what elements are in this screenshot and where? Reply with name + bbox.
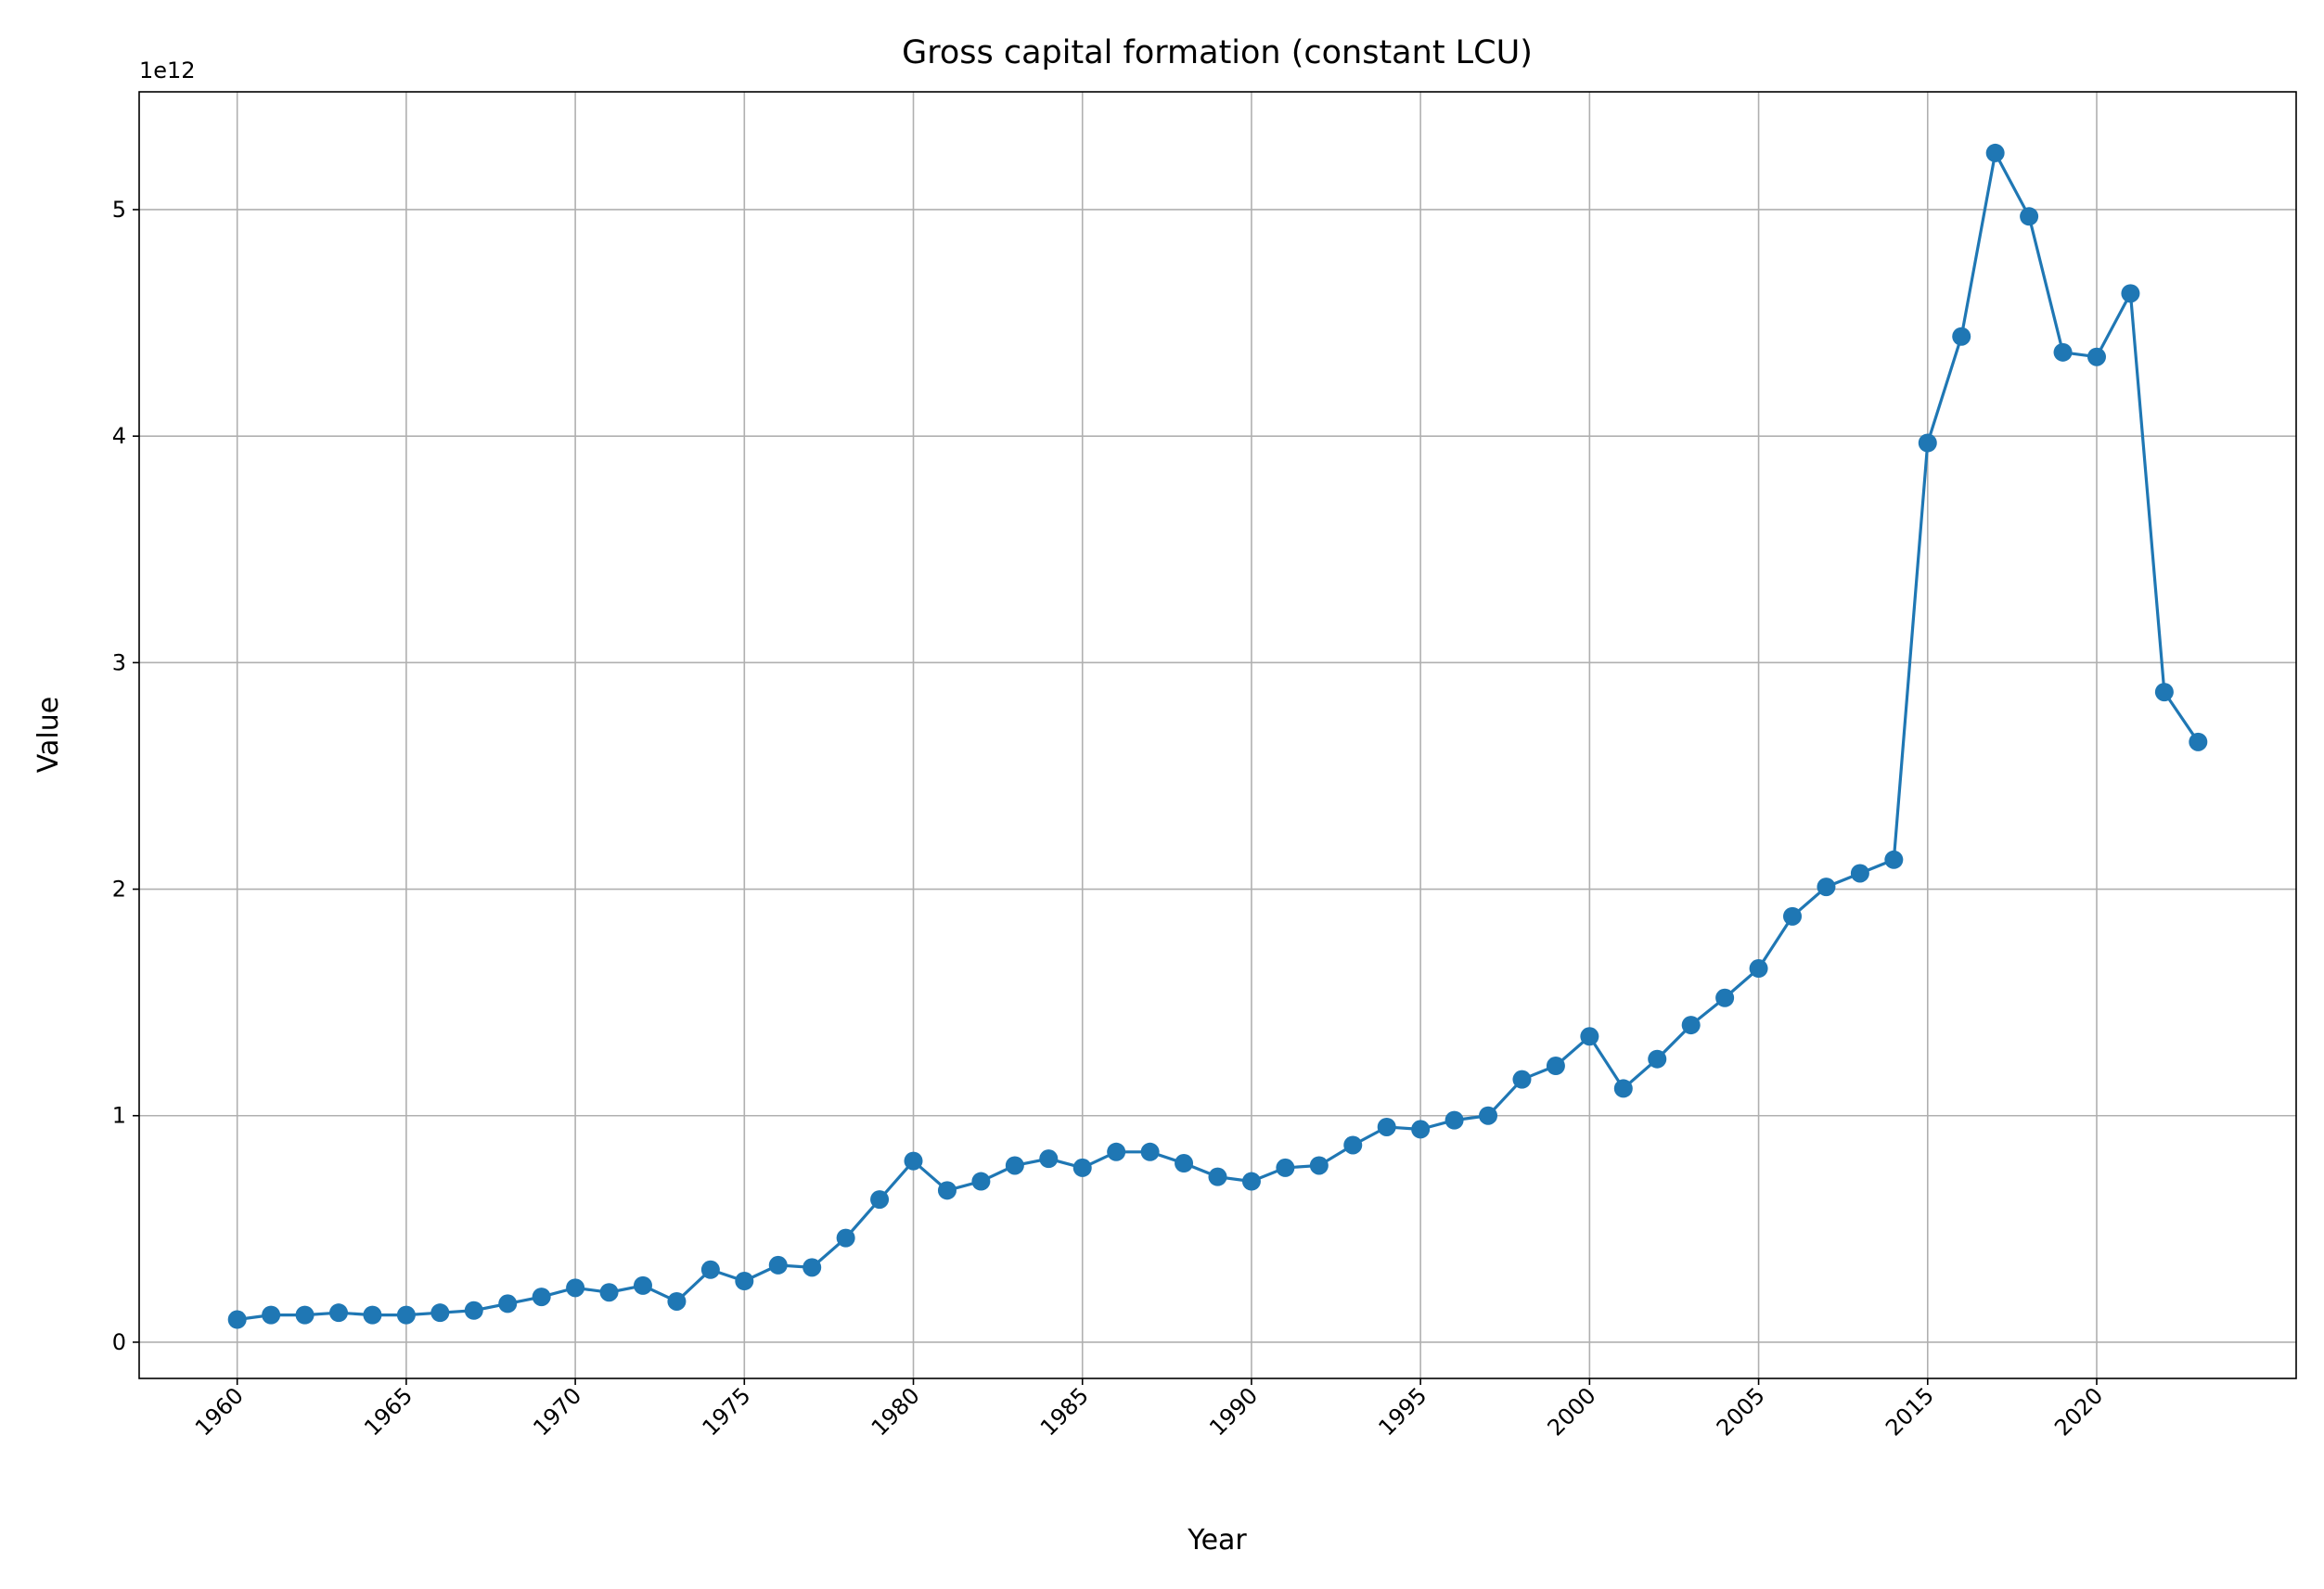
data-point: [1039, 1149, 1059, 1169]
data-point: [904, 1151, 923, 1171]
data-point: [295, 1305, 315, 1325]
data-point: [802, 1258, 822, 1277]
y-tick-label: 2: [112, 877, 126, 903]
x-tick-label: 1965: [359, 1382, 417, 1441]
data-point: [599, 1283, 619, 1302]
data-point: [329, 1303, 349, 1323]
x-tick-label: 2000: [1543, 1382, 1601, 1441]
x-tick-label: 1990: [1204, 1382, 1263, 1441]
data-point: [363, 1305, 382, 1325]
data-point: [1140, 1142, 1160, 1161]
data-point: [1648, 1049, 1667, 1069]
y-offset-label: 1e12: [139, 58, 196, 83]
data-point: [532, 1288, 551, 1307]
data-point: [2121, 284, 2140, 303]
data-point: [870, 1190, 890, 1210]
y-axis-label: Value: [32, 697, 65, 773]
data-point: [700, 1260, 720, 1279]
x-tick-label: 1975: [698, 1382, 756, 1441]
y-tick-label: 1: [112, 1103, 126, 1129]
data-point: [633, 1275, 652, 1295]
data-point: [971, 1172, 991, 1191]
data-point: [2154, 683, 2174, 702]
data-point: [2020, 207, 2039, 226]
data-point: [1613, 1079, 1633, 1098]
y-tick-label: 0: [112, 1329, 126, 1355]
data-point: [667, 1291, 687, 1311]
x-axis-label: Year: [1187, 1524, 1247, 1557]
data-point: [2053, 342, 2073, 362]
data-point: [396, 1305, 416, 1325]
data-point: [1175, 1154, 1194, 1173]
data-point: [1985, 143, 2005, 162]
data-point: [836, 1228, 855, 1248]
data-point: [735, 1271, 754, 1290]
x-tick-label: 1970: [528, 1382, 586, 1441]
data-point: [1107, 1142, 1126, 1161]
data-point: [498, 1294, 518, 1313]
data-point: [1512, 1070, 1532, 1089]
data-point: [1479, 1106, 1498, 1125]
data-point: [1241, 1172, 1261, 1191]
data-point: [1072, 1158, 1092, 1177]
y-tick-label: 3: [112, 649, 126, 675]
data-point: [1850, 864, 1869, 883]
data-point: [1783, 906, 1803, 926]
data-point: [1005, 1156, 1024, 1175]
x-tick-label: 1980: [867, 1382, 925, 1441]
x-tick-label: 1985: [1035, 1382, 1094, 1441]
data-point: [1884, 850, 1904, 869]
data-point: [1952, 327, 1971, 346]
data-line: [237, 148, 2200, 1322]
data-point: [1681, 1016, 1701, 1035]
data-point: [1208, 1167, 1227, 1186]
data-point: [430, 1303, 450, 1323]
x-tick-label: 1960: [190, 1382, 249, 1441]
x-tick-label: 2020: [2049, 1382, 2108, 1441]
data-point: [2086, 347, 2106, 366]
x-tick-label: 2015: [1881, 1382, 1939, 1441]
data-point: [1817, 878, 1836, 897]
x-tick-label: 2005: [1712, 1382, 1770, 1441]
x-tick-label: 1995: [1373, 1382, 1432, 1441]
data-point: [1444, 1110, 1464, 1130]
data-point: [262, 1305, 281, 1325]
data-point: [1749, 959, 1768, 979]
data-point: [2189, 732, 2208, 751]
data-point: [464, 1301, 483, 1320]
data-point: [1580, 1027, 1599, 1046]
data-point: [1276, 1158, 1295, 1177]
y-tick-label: 4: [112, 423, 126, 449]
data-point: [937, 1181, 957, 1200]
data-point: [1546, 1057, 1565, 1076]
data-point: [1343, 1135, 1363, 1155]
data-point: [1377, 1117, 1396, 1136]
data-point: [227, 1310, 247, 1329]
data-point: [566, 1278, 585, 1298]
data-point: [1411, 1120, 1431, 1139]
data-point: [1918, 433, 1937, 453]
data-point: [1309, 1156, 1329, 1175]
chart-title: Gross capital formation (constant LCU): [902, 34, 1533, 71]
data-point: [1715, 988, 1735, 1007]
plot-frame: [138, 91, 2297, 1379]
y-tick-label: 5: [112, 197, 126, 223]
data-point: [768, 1255, 788, 1275]
